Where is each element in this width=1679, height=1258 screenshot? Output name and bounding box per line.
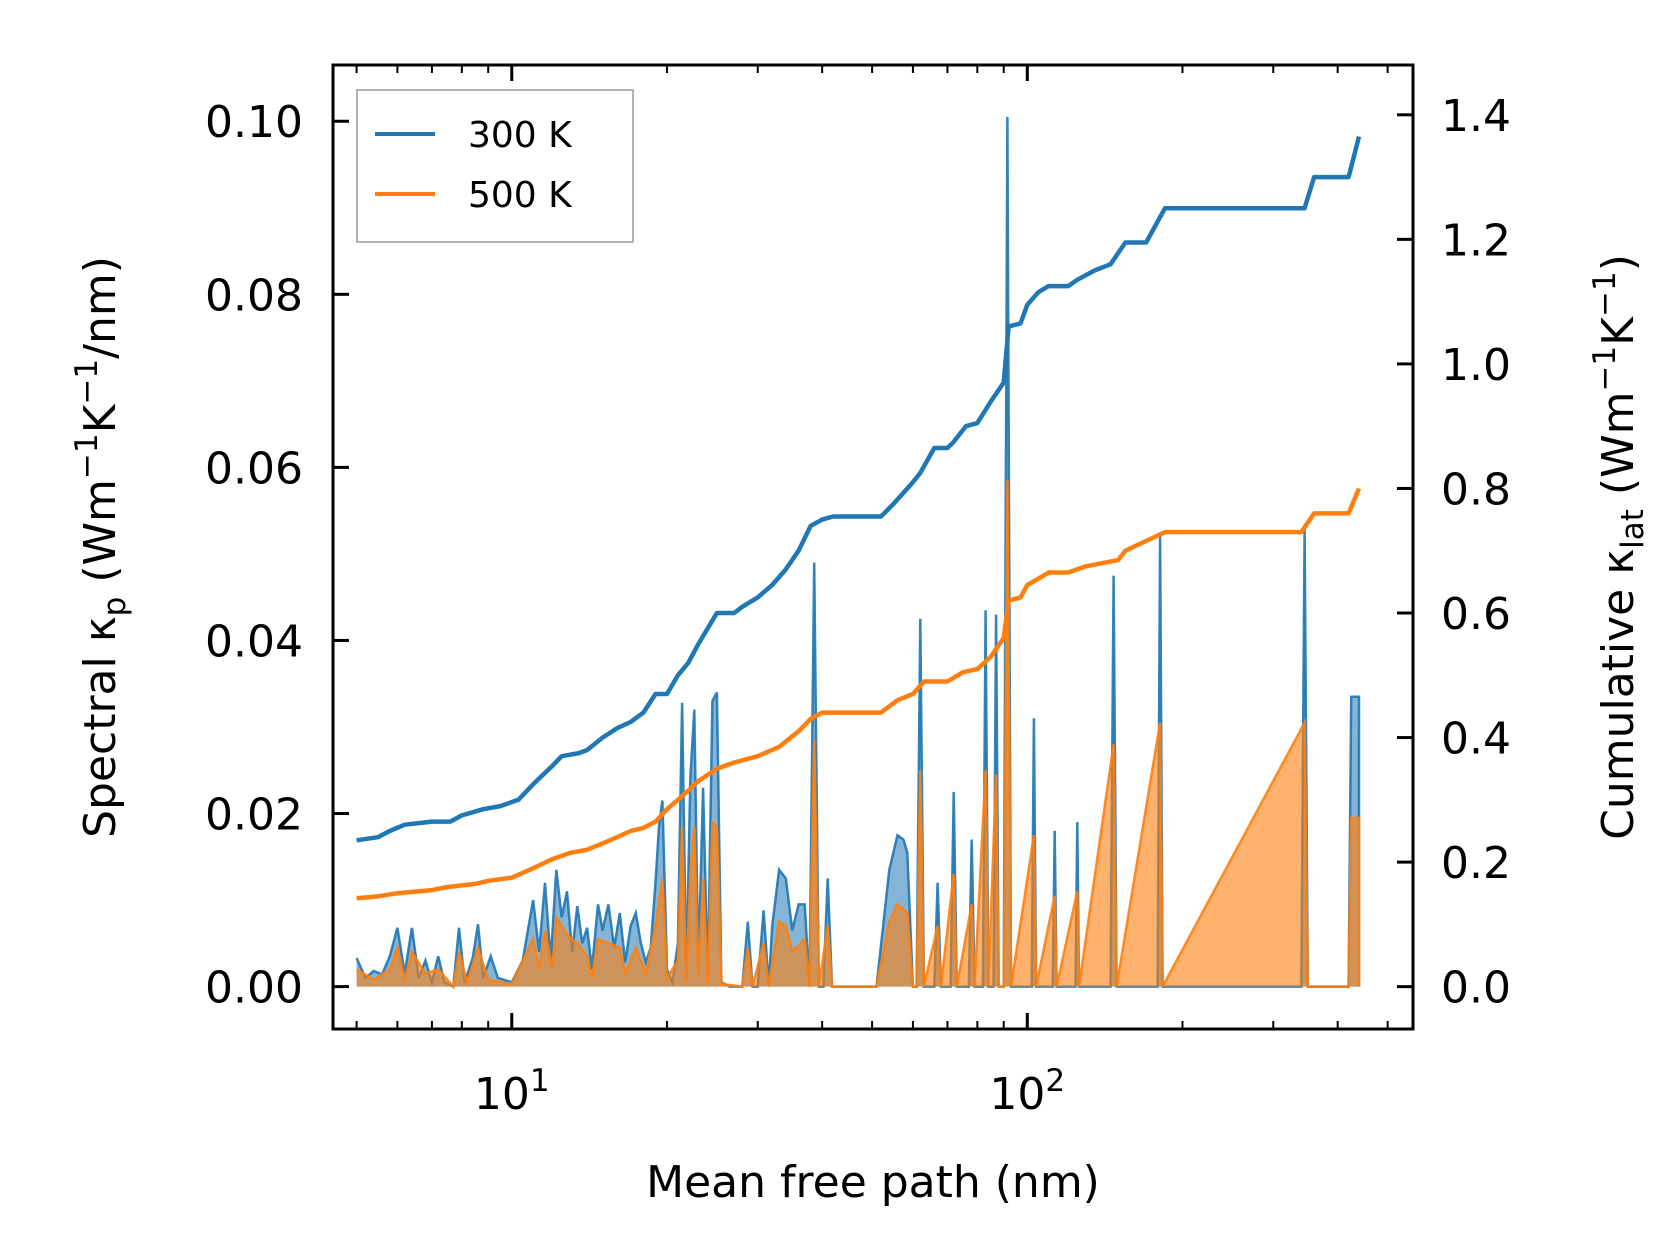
right-tick-label: 0.8: [1441, 464, 1511, 515]
cumulative-line-500k: [356, 487, 1362, 901]
right-axis-label: Cumulative κlat (Wm−1K−1): [1587, 254, 1651, 840]
left-axis-label-group: Spectral κp (Wm−1K−1/nm): [69, 256, 133, 838]
x-tick-label: 102: [989, 1063, 1065, 1120]
spectral-layer: [355, 116, 1361, 990]
left-tick-label: 0.10: [205, 97, 303, 148]
right-tick-label: 0.6: [1441, 589, 1511, 640]
cumulative-line-300k: [356, 136, 1362, 843]
right-tick-label: 1.0: [1441, 340, 1511, 391]
right-tick-label: 0.4: [1441, 714, 1511, 765]
ticks-layer: 0.00 0.02 0.04 0.06 0.08 0.10 0.0 0.2 0.4 0.6 0.8 1…: [205, 65, 1511, 1120]
spectral-area-500k: [356, 480, 1360, 987]
legend-frame: [356, 89, 634, 243]
left-tick-label: 0.08: [205, 270, 303, 321]
left-tick-label: 0.00: [205, 963, 303, 1014]
x-axis-label: Mean free path (nm): [646, 1157, 1100, 1208]
right-tick-label: 0.0: [1441, 963, 1511, 1014]
left-tick-label: 0.06: [205, 443, 303, 494]
x-tick-label: 101: [474, 1063, 550, 1120]
legend: 300 K 500 K: [356, 89, 634, 243]
spectral-line-500k: [355, 480, 1361, 990]
right-tick-label: 1.4: [1441, 91, 1511, 142]
cumulative-layer: [356, 136, 1362, 901]
right-tick-label: 0.2: [1441, 838, 1511, 889]
right-axis-label-group: Cumulative κlat (Wm−1K−1): [1587, 254, 1651, 840]
left-tick-label: 0.02: [205, 790, 303, 841]
right-tick-label: 1.2: [1441, 215, 1511, 266]
left-axis-label: Spectral κp (Wm−1K−1/nm): [69, 256, 133, 838]
left-tick-label: 0.04: [205, 616, 303, 667]
legend-label-300k: 300 K: [468, 115, 573, 156]
legend-label-500k: 500 K: [468, 175, 573, 216]
